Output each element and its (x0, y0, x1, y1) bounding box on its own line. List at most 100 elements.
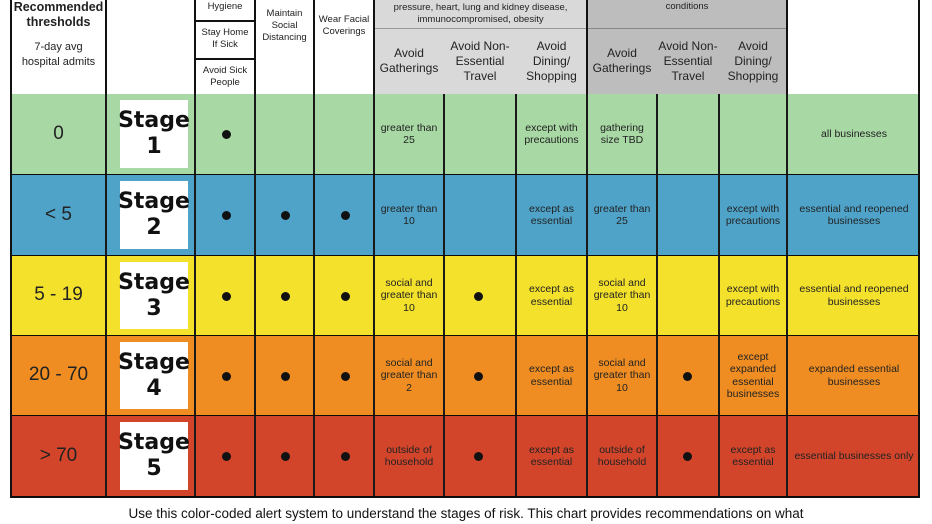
threshold-subtitle: 7-day avg hospital admits (21, 41, 96, 68)
column-divider (254, 94, 256, 174)
vul-gatherings-text: social and greater than 2 (380, 356, 438, 394)
distancing-header: Maintain Social Distancing (256, 0, 313, 94)
hygiene-header: Hygiene Stay Home If Sick Avoid Sick Peo… (196, 0, 254, 94)
vul-dining-text: except as essential (529, 283, 574, 308)
gen-col-dining: Avoid Dining/ Shopping (727, 38, 779, 83)
column-divider (586, 94, 588, 174)
column-divider (718, 416, 720, 496)
column-divider (718, 336, 720, 415)
vul-col-gatherings: Avoid Gatherings (379, 46, 439, 75)
gen-gatherings-text: gathering size TBD (600, 121, 644, 147)
gen-dining-text: except with precautions (725, 202, 781, 228)
column-divider (443, 175, 445, 255)
column-divider (656, 256, 658, 335)
recommendation-dot (222, 291, 231, 301)
recommendation-dot (474, 291, 483, 301)
column-divider (105, 256, 107, 335)
stage-number: 5 (146, 456, 162, 481)
vul-gatherings-text: greater than 25 (380, 121, 438, 147)
column-divider (515, 336, 517, 415)
recommendation-dot (683, 452, 692, 461)
face-covering-header: Wear Facial Coverings (315, 0, 373, 94)
column-divider (786, 336, 788, 415)
column-divider (786, 256, 788, 335)
column-divider (515, 175, 517, 255)
recommendation-dot (222, 452, 231, 461)
column-divider (586, 256, 588, 335)
conditions-note: conditions (665, 1, 709, 12)
recommendation-dot (683, 371, 692, 381)
stage-number: 4 (146, 375, 162, 401)
vul-col-dining: Avoid Dining/ Shopping (526, 38, 577, 83)
vul-gatherings-text: outside of household (384, 443, 434, 469)
stage-header (107, 0, 194, 94)
vulnerable-note: pressure, heart, lung and kidney disease… (393, 2, 568, 25)
recommendation-dot (341, 291, 350, 301)
recommendation-dot (341, 211, 350, 220)
column-divider (254, 336, 256, 415)
recommendation-dot (281, 211, 290, 220)
column-divider (254, 175, 256, 255)
general-header: conditions Avoid Gatherings Avoid Non-Es… (588, 0, 786, 94)
stage-word: Stage (118, 189, 190, 214)
stage-card-4: Stage 4 (117, 339, 191, 412)
column-divider (194, 175, 196, 255)
row-divider (12, 415, 918, 416)
gen-gatherings-text: outside of household (597, 443, 647, 469)
column-divider (254, 416, 256, 496)
column-divider (443, 336, 445, 415)
recommendation-dot (341, 452, 350, 461)
businesses-text: essential and reopened businesses (799, 202, 909, 228)
gen-col-gatherings: Avoid Gatherings (592, 46, 652, 75)
stage-word: Stage (118, 108, 190, 133)
avoid-sick-label: Avoid Sick People (202, 65, 248, 88)
hygiene-label: Hygiene (207, 1, 243, 12)
column-divider (194, 256, 196, 335)
threshold-value: 0 (53, 122, 64, 144)
gen-col-travel: Avoid Non-Essential Travel (658, 38, 718, 83)
recommendation-dot (222, 371, 231, 381)
stage-word: Stage (118, 269, 190, 295)
vul-dining-text: except as essential (529, 363, 574, 388)
vul-gatherings-text: greater than 10 (380, 202, 438, 228)
column-divider (586, 416, 588, 496)
column-divider (586, 175, 588, 255)
recommendation-dot (222, 211, 231, 220)
threshold-value: 20 - 70 (28, 364, 89, 386)
stage-card-1: Stage 1 (117, 97, 191, 171)
recommendation-dot (222, 130, 231, 139)
threshold-value: > 70 (39, 444, 78, 466)
column-divider (194, 94, 196, 174)
column-divider (105, 94, 107, 174)
column-divider (515, 256, 517, 335)
vul-gatherings-text: social and greater than 10 (380, 276, 438, 314)
column-divider (194, 336, 196, 415)
column-divider (656, 175, 658, 255)
column-divider (443, 94, 445, 174)
vulnerable-divider (375, 28, 586, 29)
column-divider (105, 175, 107, 255)
column-divider (105, 416, 107, 496)
column-divider (718, 175, 720, 255)
column-divider (515, 416, 517, 496)
stage-card-3: Stage 3 (117, 259, 191, 332)
column-divider (105, 336, 107, 415)
column-divider (254, 256, 256, 335)
gen-dining-text: except expanded essential businesses (726, 350, 780, 401)
vul-col-travel: Avoid Non-Essential Travel (450, 38, 510, 83)
stage-word: Stage (118, 430, 190, 455)
stage-number: 1 (146, 134, 162, 159)
column-divider (443, 256, 445, 335)
vul-dining-text: except as essential (529, 202, 574, 228)
column-divider (194, 416, 196, 496)
column-divider (718, 94, 720, 174)
threshold-header: Recommended thresholds 7-day avg hospita… (12, 0, 105, 94)
businesses-text: expanded essential businesses (808, 363, 900, 388)
gen-dining-text: except with precautions (725, 283, 781, 308)
gen-gatherings-text: greater than 25 (593, 202, 651, 228)
recommendation-dot (341, 371, 350, 381)
gen-dining-text (724, 94, 782, 174)
threshold-value: < 5 (45, 203, 72, 225)
column-divider (313, 336, 315, 415)
maintain-distancing-label: Maintain Social Distancing (262, 8, 307, 43)
